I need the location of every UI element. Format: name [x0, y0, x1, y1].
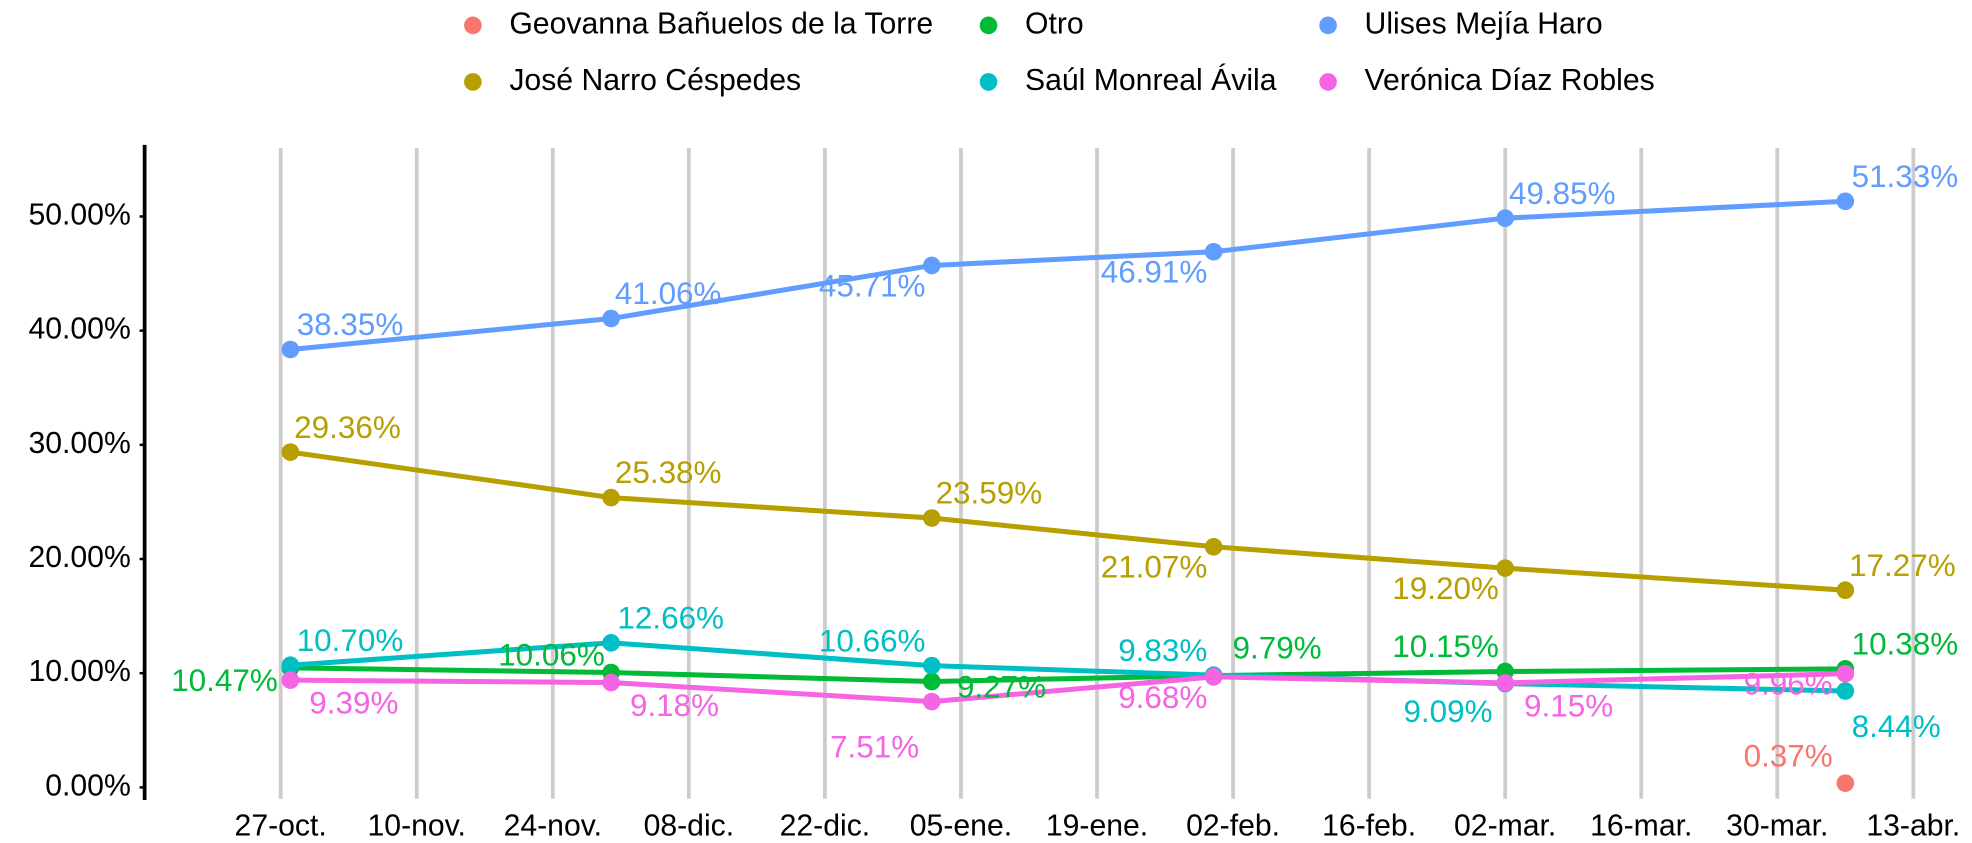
- x-tick-label: 22-dic.: [780, 810, 871, 843]
- y-tick-label: 10.00%: [28, 655, 130, 688]
- data-point: [602, 673, 620, 692]
- data-label: 9.15%: [1524, 688, 1613, 723]
- data-label: 0.37%: [1744, 738, 1833, 773]
- data-point: [1836, 774, 1855, 792]
- x-tick-label: 30-mar.: [1726, 810, 1828, 843]
- data-point: [281, 443, 300, 461]
- legend-label: Ulises Mejía Haro: [1365, 7, 1603, 40]
- data-label: 9.79%: [1232, 631, 1321, 666]
- data-label: 45.71%: [819, 268, 926, 303]
- data-point: [923, 692, 941, 711]
- data-label: 10.66%: [819, 623, 926, 658]
- x-tick-label: 16-feb.: [1322, 810, 1416, 843]
- data-label: 29.36%: [294, 410, 401, 445]
- data-point: [602, 488, 620, 507]
- data-point: [1836, 682, 1855, 700]
- data-point: [1204, 242, 1223, 261]
- legend-swatch: [464, 16, 482, 35]
- data-label: 17.27%: [1849, 548, 1956, 583]
- data-point: [1836, 581, 1855, 599]
- y-tick-label: 0.00%: [45, 769, 131, 802]
- data-label: 46.91%: [1101, 255, 1208, 290]
- data-point: [1496, 209, 1514, 227]
- data-point: [1496, 559, 1514, 577]
- legend-label: Verónica Díaz Robles: [1365, 64, 1655, 97]
- data-label: 10.15%: [1392, 629, 1499, 664]
- data-point: [281, 671, 300, 689]
- y-tick-label: 40.00%: [28, 313, 130, 346]
- data-label: 9.68%: [1118, 680, 1207, 715]
- legend-swatch: [1319, 73, 1337, 91]
- legend-swatch: [1319, 16, 1337, 35]
- data-label: 41.06%: [615, 276, 722, 311]
- x-tick-label: 10-nov.: [368, 810, 466, 843]
- x-tick-label: 24-nov.: [504, 810, 602, 843]
- series-line: [290, 671, 1846, 705]
- data-label: 23.59%: [936, 476, 1043, 511]
- data-point: [1836, 664, 1855, 683]
- legend-swatch: [979, 16, 998, 35]
- x-tick-label: 16-mar.: [1590, 810, 1692, 843]
- y-tick-label: 50.00%: [28, 198, 130, 231]
- x-tick-label: 19-ene.: [1046, 810, 1148, 843]
- data-point: [602, 634, 620, 652]
- data-label: 25.38%: [615, 455, 722, 490]
- data-point: [923, 656, 941, 675]
- y-tick-label: 20.00%: [28, 541, 130, 574]
- series-line: [290, 665, 1846, 685]
- data-point: [1496, 674, 1514, 692]
- data-label: 49.85%: [1509, 176, 1616, 211]
- data-point: [923, 509, 941, 527]
- data-label: 38.35%: [297, 307, 404, 342]
- legend-label: Geovanna Bañuelos de la Torre: [509, 7, 933, 40]
- data-label: 9.83%: [1118, 633, 1207, 668]
- series-line: [290, 640, 1846, 694]
- data-point: [923, 672, 941, 691]
- y-tick-label: 30.00%: [28, 427, 130, 460]
- data-label: 9.39%: [309, 686, 398, 721]
- data-point: [602, 309, 620, 328]
- x-tick-label: 05-ene.: [910, 810, 1012, 843]
- legend-swatch: [464, 73, 482, 91]
- data-point: [1836, 192, 1855, 211]
- x-tick-label: 13-abr.: [1866, 810, 1960, 843]
- x-tick-label: 08-dic.: [644, 810, 735, 843]
- data-label: 10.70%: [297, 623, 404, 658]
- data-label: 9.96%: [1744, 667, 1833, 702]
- data-label: 51.33%: [1852, 159, 1959, 194]
- x-tick-label: 27-oct.: [235, 810, 327, 843]
- data-label: 10.06%: [498, 638, 605, 673]
- data-point: [281, 656, 300, 675]
- data-point: [1204, 668, 1223, 686]
- data-point: [1204, 537, 1223, 556]
- series-line: [290, 198, 1846, 352]
- data-label: 8.44%: [1852, 709, 1941, 744]
- data-label: 10.38%: [1852, 627, 1959, 662]
- data-label: 7.51%: [830, 730, 919, 765]
- legend-label: Otro: [1025, 7, 1084, 40]
- data-label: 9.09%: [1403, 694, 1492, 729]
- legend-label: José Narro Céspedes: [509, 64, 801, 97]
- x-tick-label: 02-feb.: [1186, 810, 1280, 843]
- data-point: [923, 256, 941, 275]
- data-label: 21.07%: [1101, 550, 1208, 585]
- data-label: 19.20%: [1392, 571, 1499, 606]
- x-tick-label: 02-mar.: [1454, 810, 1556, 843]
- data-label: 9.18%: [630, 688, 719, 723]
- data-point: [281, 340, 300, 359]
- legend-swatch: [979, 73, 998, 91]
- data-label: 9.27%: [957, 669, 1046, 704]
- series-line: [290, 449, 1846, 593]
- legend-label: Saúl Monreal Ávila: [1025, 64, 1277, 97]
- data-label: 12.66%: [617, 600, 724, 635]
- data-label: 10.47%: [171, 663, 278, 698]
